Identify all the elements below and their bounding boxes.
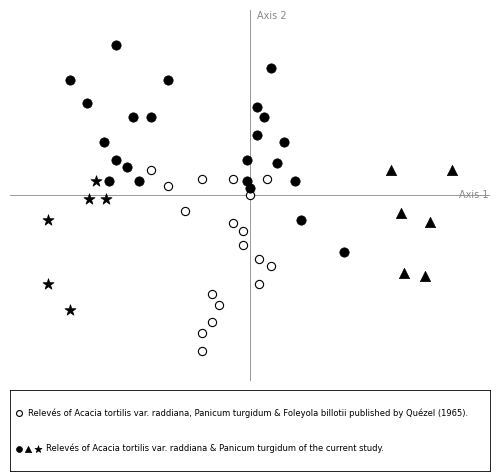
Point [146,167,154,174]
Point [208,318,216,326]
Point [254,255,262,263]
Point [246,191,254,199]
Point [198,329,206,337]
Point [340,248,348,256]
Text: Axis 1: Axis 1 [459,190,488,200]
Point [266,262,274,270]
Point [397,209,405,217]
Point [24,445,32,452]
Point [229,176,237,183]
Point [239,227,247,234]
Point [253,103,261,110]
Text: Relevés of Acacia tortilis var. raddiana & Panicum turgidum of the current study: Relevés of Acacia tortilis var. raddiana… [46,444,384,453]
Point [14,409,22,417]
Point [208,290,216,298]
Point [215,301,223,308]
Point [14,445,22,452]
Point [290,177,298,185]
Point [298,216,306,224]
Point [239,241,247,248]
Point [92,177,100,185]
Point [253,131,261,139]
Point [122,163,130,171]
Point [274,159,281,167]
Point [254,280,262,288]
Point [66,306,74,314]
Point [164,77,172,84]
Point [448,167,456,174]
Point [400,269,408,277]
Point [263,176,271,183]
Point [164,182,172,190]
Point [280,139,288,146]
Point [134,177,142,185]
Point [266,64,274,72]
Point [102,195,110,202]
Point [112,41,120,49]
Point [181,207,189,215]
Point [85,195,93,202]
Point [66,77,74,84]
Point [44,280,52,288]
Point [198,176,206,183]
Point [146,114,154,121]
Point [34,445,42,452]
Point [386,167,394,174]
Point [106,177,114,185]
Point [130,114,138,121]
Point [83,99,91,107]
Point [112,156,120,164]
Text: Relevés of Acacia tortilis var. raddiana, Panicum turgidum & Foleyola billotii p: Relevés of Acacia tortilis var. raddiana… [28,408,468,418]
Text: Axis 2: Axis 2 [257,11,286,21]
Point [100,139,108,146]
Point [44,216,52,224]
Point [242,177,250,185]
Point [242,156,250,164]
Point [260,114,268,121]
Point [229,219,237,227]
Point [426,218,434,226]
Point [198,347,206,355]
Point [246,184,254,192]
Point [421,273,429,280]
